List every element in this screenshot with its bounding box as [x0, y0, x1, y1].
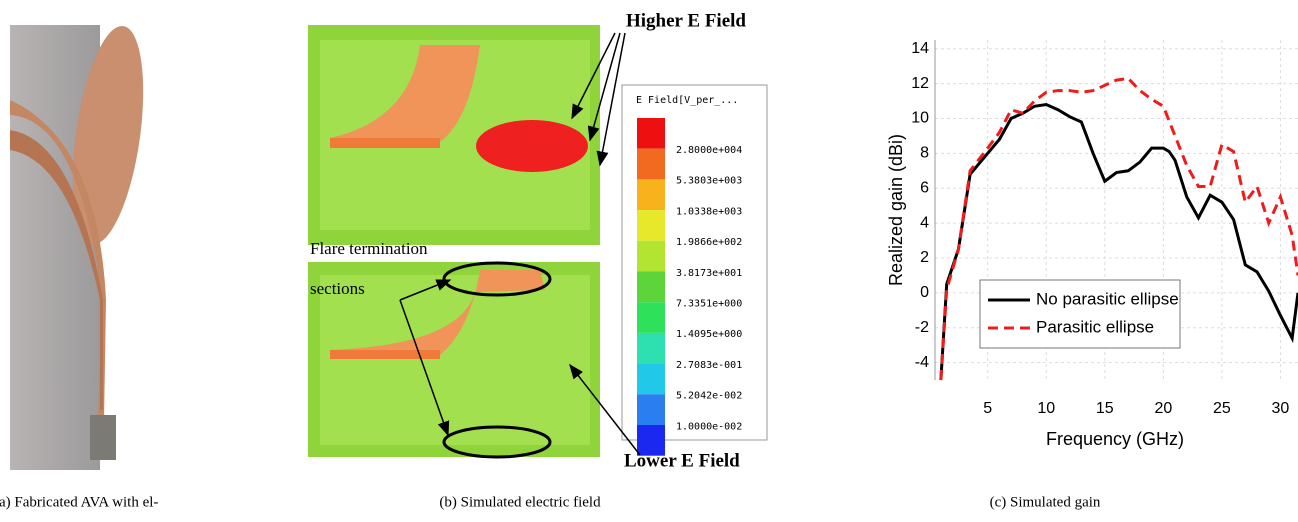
y-tick-label: 14 [911, 40, 929, 57]
x-tick-label: 15 [1096, 400, 1114, 417]
x-tick-label: 25 [1213, 400, 1231, 417]
colorbar-label: 5.3803e+003 [676, 176, 742, 187]
color-swatch [637, 394, 665, 425]
y-tick-label: 6 [920, 179, 929, 196]
color-swatch [637, 302, 665, 333]
y-tick-label: 4 [920, 214, 929, 231]
color-swatch [637, 332, 665, 364]
caption: (a) Fabricated AVA with el- [0, 494, 158, 510]
y-axis-label: Realized gain (dBi) [886, 134, 906, 286]
annotation: Lower E Field [624, 450, 740, 471]
x-axis-label: Frequency (GHz) [1046, 429, 1184, 449]
color-swatch [637, 363, 665, 395]
colorbar-label: 1.4095e+000 [676, 329, 742, 340]
colorbar-label: 1.9866e+002 [676, 237, 742, 248]
legend-label: Parasitic ellipse [1036, 317, 1154, 336]
colorbar-label: 3.8173e+001 [676, 268, 742, 279]
y-tick-label: 2 [920, 249, 929, 266]
line [939, 76, 1298, 381]
field-plot [308, 25, 768, 459]
legend-label: No parasitic ellipse [1036, 289, 1179, 308]
color-swatch [637, 148, 665, 180]
y-tick-label: 0 [920, 284, 929, 301]
colorbar-label: 2.8000e+004 [676, 145, 742, 156]
colorbar-label: 7.3351e+000 [676, 299, 742, 310]
arrows [399, 32, 641, 456]
x-tick-label: 30 [1272, 400, 1290, 417]
colorbar-title: E Field[V_per_... [636, 95, 738, 106]
x-tick-label: 20 [1154, 400, 1172, 417]
annotation: sections [310, 279, 365, 298]
photo [10, 25, 144, 470]
annotation: Flare termination [310, 239, 428, 258]
x-tick-label: 10 [1037, 400, 1055, 417]
y-tick-label: 10 [911, 110, 929, 127]
color-swatch [637, 425, 665, 456]
y-tick-label: 12 [911, 75, 929, 92]
x-tick-label: 5 [983, 400, 992, 417]
color-swatch [637, 271, 665, 303]
annotation: Higher E Field [626, 10, 746, 31]
y-tick-label: -4 [915, 354, 929, 371]
color-swatch [637, 210, 665, 241]
caption: (c) Simulated gain [990, 494, 1101, 510]
caption: (b) Simulated electric field [439, 494, 601, 510]
y-tick-label: 8 [920, 145, 929, 162]
line [939, 102, 1298, 381]
colorbar-label: 2.7083e-001 [676, 360, 742, 371]
y-tick-label: -2 [915, 319, 929, 336]
color-swatch [637, 118, 665, 149]
colorbar-label: 1.0338e+003 [676, 206, 742, 217]
color-swatch [637, 240, 665, 272]
legend [979, 279, 1181, 349]
colorbar-label: 5.2042e-002 [676, 391, 742, 402]
colorbar-label: 1.0000e-002 [676, 421, 742, 432]
color-swatch [637, 179, 665, 211]
